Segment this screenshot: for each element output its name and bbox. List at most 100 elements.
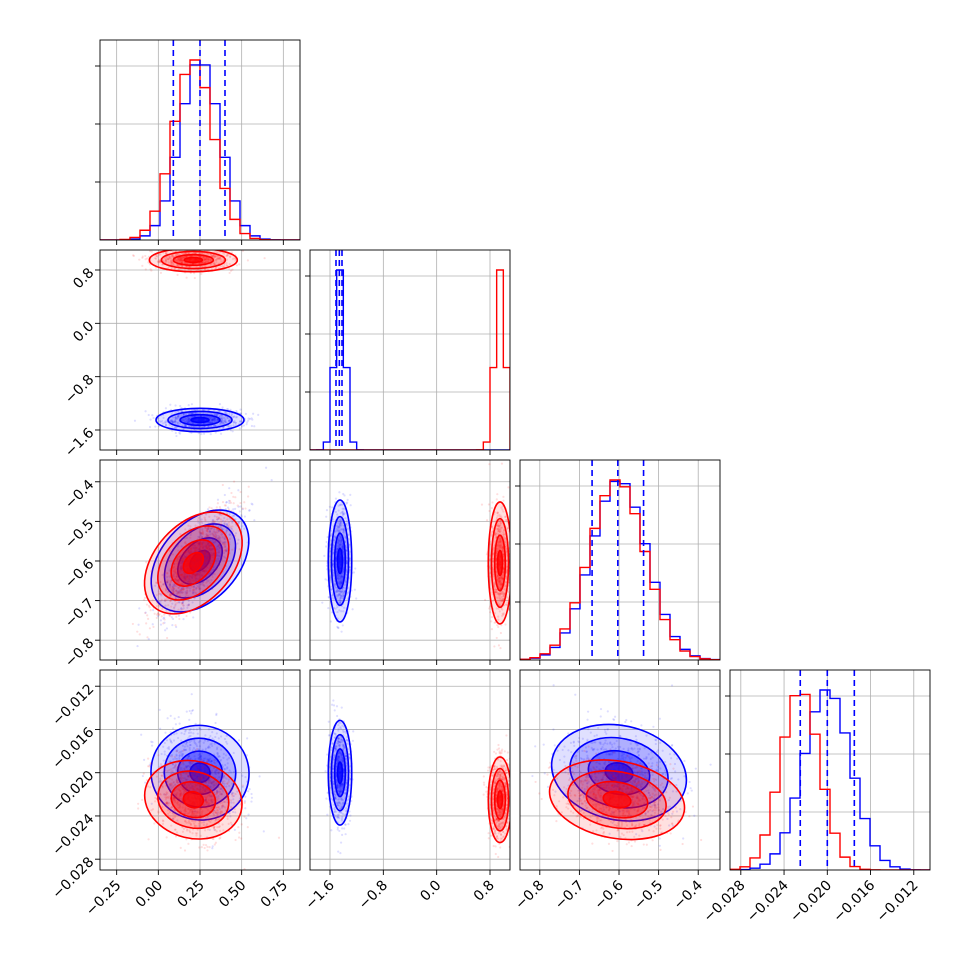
scatter-point xyxy=(185,593,188,597)
scatter-point xyxy=(233,828,236,831)
scatter-point xyxy=(512,534,514,536)
scatter-point xyxy=(172,588,175,592)
scatter-point xyxy=(175,573,179,576)
scatter-point xyxy=(215,259,218,262)
scatter-point xyxy=(179,404,182,408)
scatter-point xyxy=(219,265,222,268)
scatter-point xyxy=(175,434,178,438)
scatter-point xyxy=(171,254,174,257)
scatter-point xyxy=(346,556,349,559)
scatter-point xyxy=(209,258,213,261)
scatter-point xyxy=(494,587,497,591)
scatter-point xyxy=(209,527,212,530)
scatter-point xyxy=(239,408,242,411)
scatter-point xyxy=(213,531,217,534)
scatter-point xyxy=(502,533,505,537)
scatter-point xyxy=(181,579,185,582)
scatter-point xyxy=(201,543,204,546)
scatter-point xyxy=(338,539,341,542)
scatter-point xyxy=(340,528,343,531)
scatter-point xyxy=(337,578,340,581)
scatter-point xyxy=(331,562,335,565)
scatter-point xyxy=(217,409,220,413)
scatter-point xyxy=(340,537,343,540)
scatter-point xyxy=(496,591,499,594)
scatter-point xyxy=(340,590,343,593)
scatter-point xyxy=(335,590,338,593)
scatter-point xyxy=(223,555,226,558)
scatter-point xyxy=(181,588,184,592)
scatter-point xyxy=(208,746,211,749)
scatter-point xyxy=(156,612,160,616)
scatter-point xyxy=(201,256,204,259)
scatter-point xyxy=(495,558,498,562)
scatter-point xyxy=(194,547,197,550)
scatter-point xyxy=(215,568,218,571)
scatter-point xyxy=(229,255,232,258)
scatter-point xyxy=(196,783,199,787)
scatter-point xyxy=(488,463,491,466)
scatter-point xyxy=(337,504,340,507)
scatter-point xyxy=(205,569,208,573)
scatter-point xyxy=(212,541,215,544)
scatter-point xyxy=(158,260,161,263)
scatter-point xyxy=(234,421,237,424)
scatter-point xyxy=(337,626,340,629)
scatter-point xyxy=(199,758,203,761)
scatter-point xyxy=(484,598,487,601)
scatter-point xyxy=(499,597,502,601)
density-contour-series-1 xyxy=(493,534,507,592)
scatter-point xyxy=(176,263,179,267)
scatter-point xyxy=(343,494,346,497)
scatter-point xyxy=(198,541,201,545)
scatter-point xyxy=(238,427,241,430)
scatter-point xyxy=(172,607,176,610)
scatter-point xyxy=(187,603,191,606)
scatter-point xyxy=(502,593,505,596)
scatter-point xyxy=(349,504,352,507)
scatter-point xyxy=(206,542,209,546)
scatter-point xyxy=(201,583,204,586)
scatter-point xyxy=(346,521,349,525)
panel-2-1 xyxy=(309,459,514,665)
scatter-point xyxy=(497,526,501,529)
scatter-point xyxy=(198,755,202,759)
scatter-point xyxy=(226,511,229,514)
scatter-point xyxy=(201,546,205,549)
scatter-point xyxy=(205,527,208,530)
scatter-point xyxy=(209,558,212,561)
scatter-point xyxy=(496,527,499,530)
scatter-point xyxy=(177,264,180,267)
scatter-point xyxy=(230,412,234,415)
scatter-point xyxy=(502,499,505,502)
panel-content xyxy=(100,40,300,240)
scatter-point xyxy=(230,413,233,416)
scatter-point xyxy=(199,570,202,574)
scatter-point xyxy=(211,556,214,559)
scatter-point xyxy=(186,252,190,255)
scatter-point xyxy=(499,522,502,525)
scatter-point xyxy=(339,582,343,585)
scatter-point xyxy=(228,523,231,527)
scatter-point xyxy=(345,546,348,549)
scatter-point xyxy=(213,262,216,265)
scatter-point xyxy=(203,545,206,548)
scatter-point xyxy=(335,547,339,551)
scatter-point xyxy=(212,419,215,422)
scatter-point xyxy=(184,578,187,581)
scatter-point xyxy=(331,594,334,597)
scatter-point xyxy=(243,515,247,518)
scatter-point xyxy=(204,559,207,562)
scatter-point xyxy=(511,575,513,577)
scatter-point xyxy=(198,548,202,551)
scatter-point xyxy=(197,432,200,435)
scatter-point xyxy=(180,567,183,570)
scatter-point xyxy=(189,581,193,584)
scatter-point xyxy=(189,549,192,553)
scatter-point xyxy=(150,744,154,747)
scatter-point xyxy=(216,528,219,531)
scatter-point xyxy=(214,250,217,253)
scatter-point xyxy=(231,525,234,528)
scatter-point xyxy=(188,709,191,713)
scatter-point xyxy=(222,549,225,552)
